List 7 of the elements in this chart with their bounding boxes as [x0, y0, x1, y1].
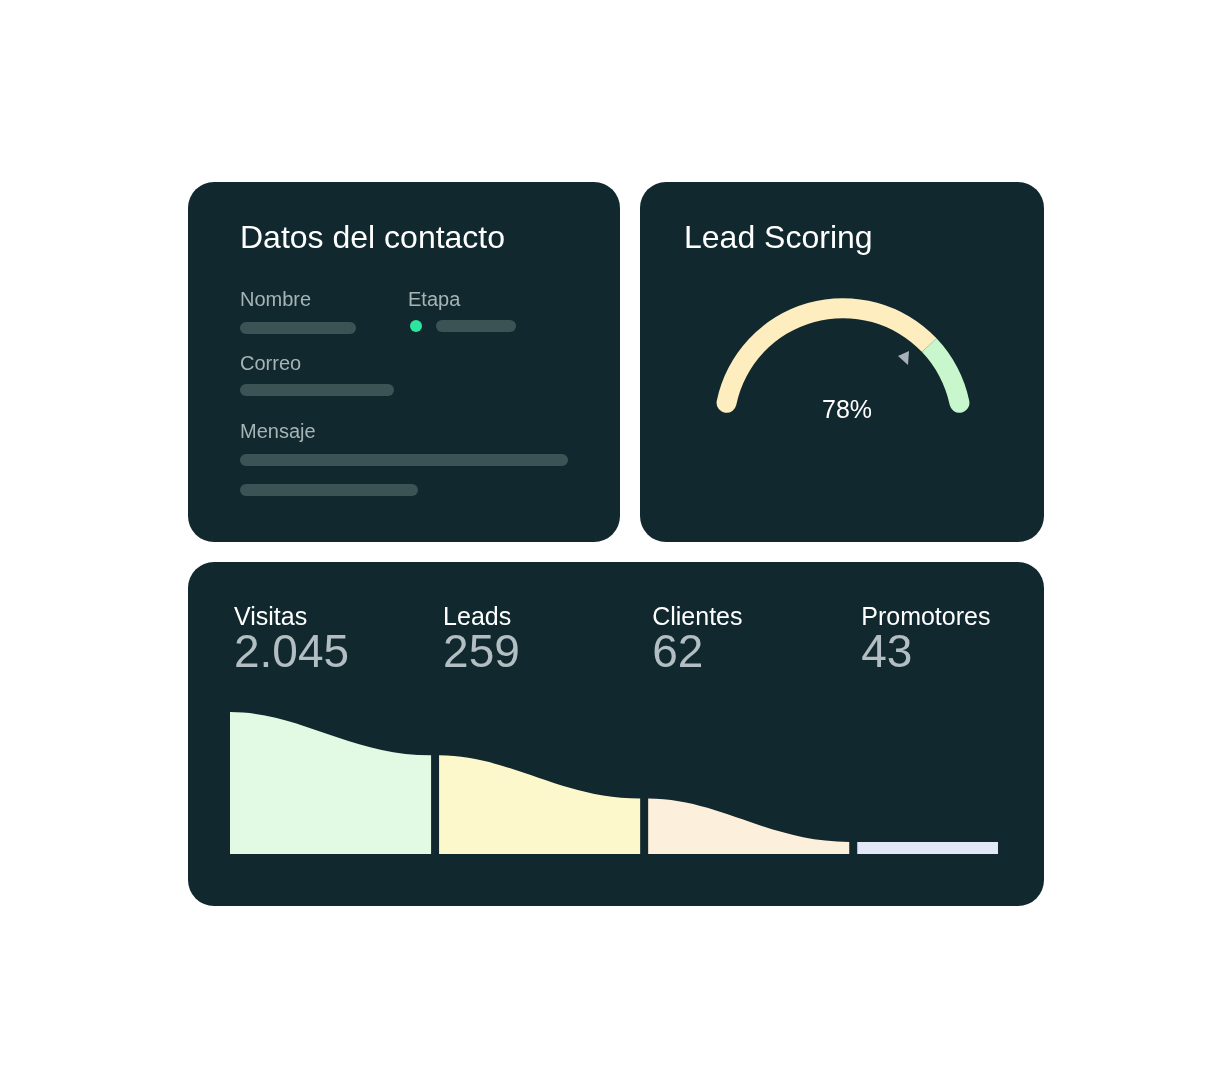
text: Correo — [240, 352, 302, 375]
data-label: 78% — [821, 395, 873, 424]
text: Datos del contacto — [240, 218, 506, 255]
chart-title: Lead Scoring — [684, 218, 873, 255]
text: Etapa — [408, 288, 461, 311]
text: Nombre — [240, 288, 312, 311]
text: Mensaje — [240, 420, 316, 443]
